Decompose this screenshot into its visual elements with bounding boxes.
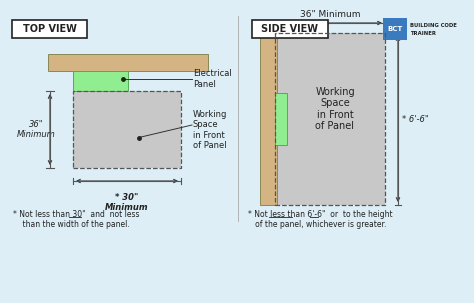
Bar <box>275 93 287 145</box>
Text: than the width of the panel.: than the width of the panel. <box>13 220 130 229</box>
Text: * Not less than 6'-6"  or  to the height: * Not less than 6'-6" or to the height <box>248 210 392 219</box>
Bar <box>252 20 328 38</box>
Text: Working
Space
in Front
of Panel: Working Space in Front of Panel <box>193 110 228 150</box>
Text: 36" Minimum: 36" Minimum <box>300 10 360 19</box>
Bar <box>73 91 181 168</box>
Text: * Not less than 30"  and  not less: * Not less than 30" and not less <box>13 210 139 219</box>
Bar <box>275 33 385 205</box>
Text: Working
Space
in Front
of Panel: Working Space in Front of Panel <box>315 87 355 132</box>
Text: BUILDING CODE: BUILDING CODE <box>410 23 457 28</box>
Bar <box>73 91 181 168</box>
Text: BCT: BCT <box>387 26 403 32</box>
Bar <box>260 33 277 205</box>
Bar <box>73 71 128 91</box>
Bar <box>48 54 208 71</box>
Text: of the panel, whichever is greater.: of the panel, whichever is greater. <box>248 220 386 229</box>
Text: TOP VIEW: TOP VIEW <box>23 24 76 34</box>
Bar <box>12 20 87 38</box>
Text: TRAINER: TRAINER <box>410 31 436 36</box>
Text: 36"
Minimum: 36" Minimum <box>17 120 55 139</box>
Text: * 30"
Minimum: * 30" Minimum <box>105 193 149 212</box>
Text: * 6'-6": * 6'-6" <box>402 115 429 124</box>
Text: SIDE VIEW: SIDE VIEW <box>262 24 319 34</box>
Bar <box>383 18 407 40</box>
Text: Electrical
Panel: Electrical Panel <box>193 69 232 89</box>
Bar <box>275 33 385 205</box>
